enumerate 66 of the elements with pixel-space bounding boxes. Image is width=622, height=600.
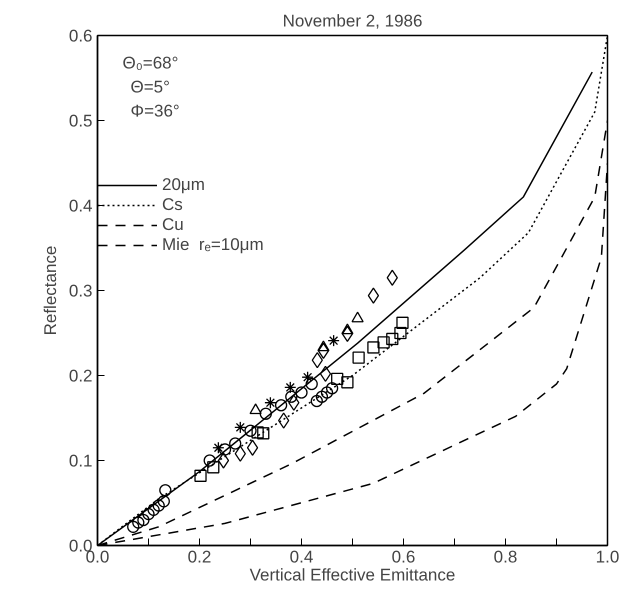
point xyxy=(320,386,334,399)
y-axis-title: Reflectance xyxy=(40,246,60,336)
point xyxy=(331,372,344,386)
point xyxy=(212,442,225,454)
point xyxy=(394,326,407,340)
point xyxy=(194,470,207,482)
point xyxy=(386,332,398,346)
point xyxy=(396,316,409,329)
point xyxy=(301,371,314,384)
y-tick-label: 0.2 xyxy=(68,366,93,386)
legend-label: Cs xyxy=(162,195,183,215)
point xyxy=(234,421,246,434)
point xyxy=(368,287,380,304)
annotation: Θ₀=68° xyxy=(122,54,178,72)
point xyxy=(316,390,328,403)
point xyxy=(274,399,288,412)
x-tick-label: 0.4 xyxy=(290,548,314,566)
point xyxy=(306,378,318,390)
point xyxy=(152,499,165,512)
legend-label: Mie rₑ=10μm xyxy=(162,235,264,255)
point xyxy=(295,386,308,399)
x-axis-title: Vertical Effective Emittance xyxy=(250,566,456,584)
point xyxy=(137,514,150,526)
point xyxy=(377,336,390,348)
point xyxy=(341,376,354,388)
point xyxy=(284,381,296,394)
point xyxy=(318,342,330,359)
point xyxy=(218,452,230,469)
point xyxy=(257,427,270,440)
point xyxy=(320,366,332,382)
point xyxy=(260,408,272,420)
point xyxy=(132,516,144,529)
y-tick-label: 0.6 xyxy=(68,26,93,46)
y-tick-label: 0.1 xyxy=(68,452,93,470)
y-tick-label: 0.3 xyxy=(68,282,93,300)
point xyxy=(142,508,155,520)
point xyxy=(147,504,160,516)
x-tick-label: 1.0 xyxy=(596,548,620,566)
point xyxy=(352,352,365,364)
x-tick-label: 0.8 xyxy=(494,548,518,566)
point xyxy=(207,461,220,474)
point xyxy=(264,396,277,409)
point xyxy=(158,495,170,508)
point xyxy=(218,443,232,456)
point xyxy=(127,520,140,533)
x-tick-label: 0.2 xyxy=(188,548,212,566)
point xyxy=(159,484,172,496)
point xyxy=(327,334,340,347)
point xyxy=(246,440,258,456)
point xyxy=(251,426,264,439)
x-tick-label: 0.6 xyxy=(392,548,416,566)
point xyxy=(285,390,298,403)
point xyxy=(204,454,216,467)
annotation: Φ=36° xyxy=(130,102,180,120)
y-tick-label: 0.4 xyxy=(68,196,93,216)
point xyxy=(326,382,338,394)
point xyxy=(229,437,242,450)
legend-label: Cu xyxy=(162,215,184,235)
point xyxy=(310,394,323,408)
legend-label: 20μm xyxy=(162,175,205,195)
point xyxy=(244,424,257,437)
y-tick-label: 0.5 xyxy=(68,112,93,130)
chart-title: November 2, 1986 xyxy=(282,12,422,30)
point xyxy=(367,341,380,354)
annotation: Θ=5° xyxy=(130,78,170,96)
point xyxy=(342,326,354,342)
